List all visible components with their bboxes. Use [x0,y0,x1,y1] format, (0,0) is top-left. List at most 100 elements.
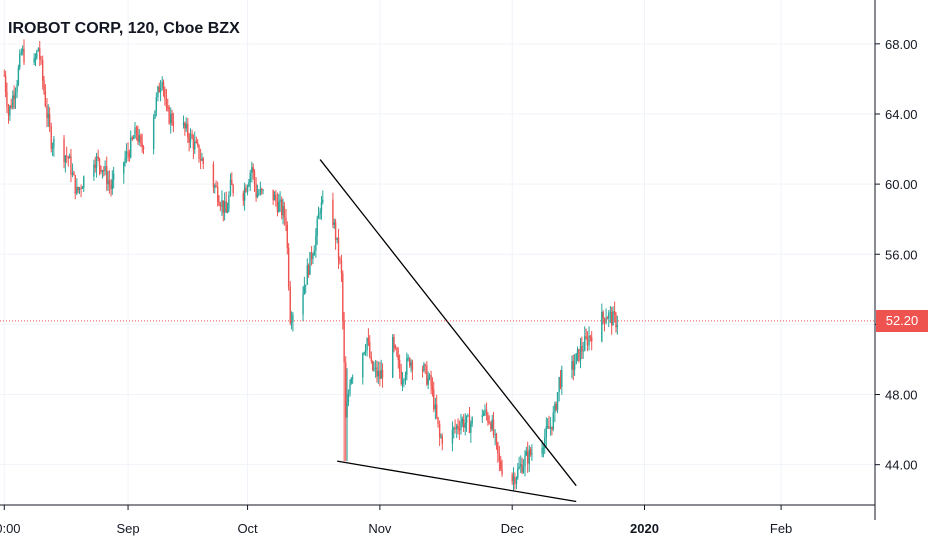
candle-body [589,335,592,338]
x-tick-label: Dec [501,521,525,536]
candle-body [229,179,232,196]
candle-body [21,49,24,52]
candle-body [462,419,465,428]
candle-body [188,137,190,143]
candle-body [216,186,219,202]
candle-body [112,173,115,180]
candle-body [431,385,434,390]
candle-body [371,361,374,370]
candle-body [438,424,441,437]
candle-body [579,345,582,361]
candle-body [470,423,472,433]
candle-body [374,367,377,369]
candle-body [488,421,490,424]
candle-body [142,146,145,150]
candle-body [317,214,320,219]
x-tick-label: Feb [770,521,792,536]
candle-body [172,122,175,126]
candle-body [376,367,378,377]
candle-body [393,336,395,346]
candle-body [77,187,79,191]
candle-body [231,179,233,185]
x-tick-label: Sep [116,521,139,536]
candle-body [403,380,405,382]
candle-body [63,138,65,163]
candle-body [111,179,114,190]
candle-body [243,188,246,201]
candle-body [6,91,8,107]
candle-body [138,135,140,142]
candle-body [39,48,41,60]
candle-body [391,336,394,378]
candle-body [4,75,7,92]
candle-body [155,97,158,111]
candle-body [44,91,47,107]
candle-body [106,166,108,184]
candle-body [407,358,409,360]
candle-body [362,353,364,378]
support-trendline [337,460,577,503]
candle-body [340,260,343,274]
candle-body [556,392,559,410]
y-tick-label: 48.00 [885,388,918,403]
candle-body [187,123,189,138]
candle-body [170,113,172,124]
candle-body [457,425,459,429]
candle-body [196,142,199,145]
candle-body [612,311,614,326]
candle-body [141,143,143,147]
candle-body [343,320,345,363]
candle-body [460,422,462,431]
candle-body [423,364,425,371]
candle-body [67,156,69,159]
y-tick-label: 56.00 [885,247,918,262]
candle-body [401,380,404,385]
candle-body [396,347,398,356]
candle-body [43,80,45,92]
candle-body [492,419,495,435]
candle-body [287,247,290,287]
candle-body [64,155,67,163]
candle-body [195,141,198,143]
candle-body [260,188,263,191]
candle-body [7,106,10,116]
candle-body [71,172,74,175]
candle-body [551,426,553,430]
candle-body [465,415,468,424]
candle-body [373,368,375,370]
candle-body [110,184,112,190]
candle-body [584,336,586,351]
candle-body [252,167,254,172]
candle-body [491,419,493,430]
candle-body [602,312,604,319]
candle-body [33,58,35,63]
candle-body [135,127,138,134]
candle-body [464,423,466,428]
candle-body [410,362,412,367]
candle-body [515,477,518,485]
candle-body [601,312,603,342]
candle-body [128,153,131,158]
candle-body [522,466,525,473]
candle-body [74,175,76,194]
candle-body [430,375,432,386]
candle-body [585,336,587,338]
candle-body [223,201,226,213]
chart-title: IROBOT CORP, 120, Cboe BZX [8,20,240,37]
candle-body [53,138,55,147]
candle-body [158,86,160,93]
candle-body [256,193,259,198]
candle-body [279,199,281,203]
candle-body [468,415,471,433]
candle-body [435,404,438,418]
candle-body [571,361,573,370]
candle-body [610,311,613,326]
candle-body [349,383,351,394]
candle-body [273,194,276,201]
candle-body [350,378,353,384]
candle-body [134,127,136,139]
candle-body [485,409,488,415]
candle-body [461,419,464,423]
